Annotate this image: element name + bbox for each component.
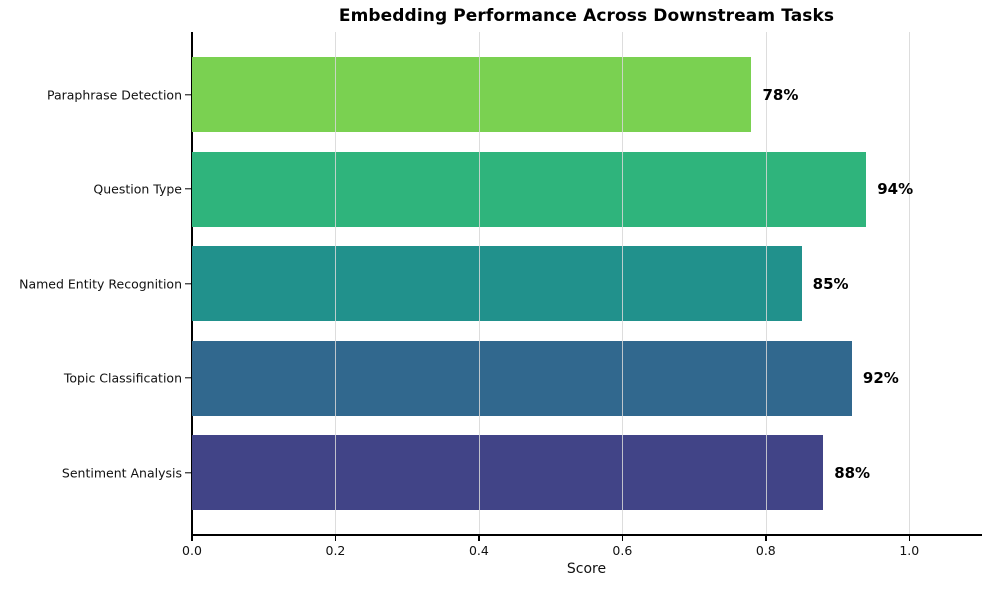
gridline (909, 32, 911, 534)
x-tick-label: 0.6 (612, 543, 633, 558)
chart-title: Embedding Performance Across Downstream … (338, 6, 835, 26)
x-tick-mark (478, 535, 480, 541)
gridline (335, 32, 337, 534)
x-tick-mark (908, 535, 910, 541)
bar-value-label: 88% (834, 463, 871, 482)
bar (192, 246, 802, 321)
y-tick-mark (185, 377, 191, 379)
gridline (478, 32, 480, 534)
y-tick-mark (185, 282, 191, 285)
y-tick-mark (185, 471, 191, 474)
category-label: Sentiment Analysis (61, 465, 182, 480)
x-tick-label: 0.0 (182, 543, 202, 558)
category-label: Paraphrase Detection (47, 87, 182, 102)
y-axis-line (190, 32, 193, 535)
y-tick-mark (185, 188, 191, 190)
x-axis-line (190, 533, 982, 536)
category-label: Question Type (93, 181, 182, 197)
gridline (765, 32, 767, 534)
gridline (622, 32, 624, 534)
x-tick-mark (621, 535, 624, 541)
bar-value-label: 92% (862, 369, 899, 387)
plot-area: 78% 94% 85% 92% 88% (192, 32, 981, 534)
bar (192, 435, 824, 510)
y-tick-mark (185, 93, 191, 96)
x-tick-mark (334, 535, 337, 541)
category-label: Named Entity Recognition (19, 276, 182, 291)
x-tick-label: 0.2 (325, 543, 346, 558)
bar (192, 57, 752, 132)
x-tick-label: 1.0 (899, 543, 920, 558)
bar-value-label: 85% (812, 274, 849, 293)
bar-value-label: 78% (762, 85, 799, 104)
x-tick-mark (765, 535, 767, 541)
x-tick-label: 0.8 (755, 543, 776, 558)
x-tick-mark (191, 535, 193, 541)
bar-value-label: 94% (877, 180, 914, 198)
x-axis-label: Score (566, 561, 607, 577)
bar (192, 340, 852, 416)
category-label: Topic Classification (63, 370, 182, 386)
x-tick-label: 0.4 (468, 543, 489, 558)
bar (192, 151, 867, 227)
